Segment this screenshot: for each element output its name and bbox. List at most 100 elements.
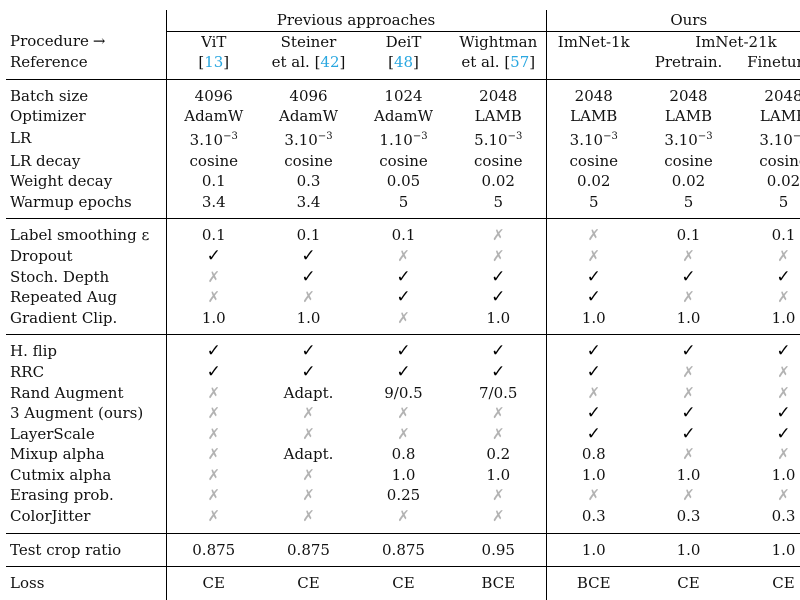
table-cell: 0.1 [736, 218, 800, 246]
col-header-finetune: Finetune. [747, 53, 800, 72]
row-label: Batch size [6, 78, 166, 107]
table-cell: AdamW [165, 106, 261, 127]
cross-icon: ✗ [545, 218, 641, 246]
table-cell: BCE [545, 566, 641, 600]
checkmark-icon: ✓ [491, 287, 506, 308]
row-label: LayerScale [10, 424, 95, 443]
table-cell: 0.875 [261, 532, 356, 567]
cross-icon: ✗ [777, 362, 790, 381]
cross-icon: ✗ [491, 246, 505, 265]
cross-icon: ✗ [397, 308, 410, 327]
table-cell: 2048 [736, 78, 800, 107]
citation-link-deit[interactable]: 48 [393, 53, 414, 72]
table-row: Warmup epochs 3.4 3.4 5 5 5 5 5 [6, 191, 800, 219]
row-label: Rand Augment [10, 383, 124, 402]
citation-link-vit[interactable]: 13 [204, 53, 224, 72]
table-cell: 3.4 [165, 191, 261, 219]
table-cell: 1.0 [676, 465, 701, 484]
col-header-pretrain: Pretrain. [654, 53, 723, 72]
table-cell: Adapt. [283, 383, 334, 402]
table-cell: CE [261, 566, 356, 600]
checkmark-icon: ✓ [681, 403, 696, 424]
table-cell: 1.0 [486, 465, 511, 484]
cross-icon: ✗ [491, 404, 505, 423]
exponent: −3 [317, 130, 333, 142]
row-label: Erasing prob. [10, 486, 114, 505]
table-row: Loss CE CE CE BCE BCE CE CE [6, 566, 800, 600]
exponent: −4 [792, 130, 800, 142]
cross-icon: ✗ [302, 507, 315, 526]
cross-icon: ✗ [777, 445, 790, 464]
table-cell: AdamW [278, 107, 339, 126]
citation-link-wightman[interactable]: 57 [510, 53, 530, 72]
row-label: Dropout [10, 246, 73, 265]
table-row: Gradient Clip. 1.0 1.0 ✗ 1.0 1.0 1.0 1.0 [6, 307, 800, 335]
cross-icon: ✗ [491, 424, 505, 443]
checkmark-icon: ✓ [545, 361, 641, 383]
table-cell: 0.02 [545, 171, 641, 192]
table-cell: cosine [474, 151, 523, 170]
table-cell: cosine [379, 151, 428, 170]
cross-icon: ✗ [777, 486, 790, 505]
cross-icon: ✗ [682, 445, 695, 464]
table-cell: 1.0 [486, 308, 511, 327]
cross-icon: ✗ [397, 507, 410, 526]
checkmark-icon: ✓ [261, 334, 356, 362]
table-cell: cosine [284, 151, 333, 170]
table-row: 3 Augment (ours) ✗ ✗ ✗ ✗ ✓ ✓ ✓ [6, 403, 800, 424]
reference-header-row: Reference [13] et al. [42] [48] et al. [… [6, 52, 800, 80]
table-cell: 0.8 [545, 444, 641, 465]
table-row: Optimizer AdamW AdamW AdamW LAMB LAMB LAMB LAMB [6, 106, 800, 127]
table-cell: 5 [493, 192, 504, 211]
table-cell: 1.0 [676, 308, 701, 327]
cross-icon: ✗ [451, 218, 546, 246]
checkmark-icon: ✓ [545, 423, 641, 445]
checkmark-icon: ✓ [736, 334, 800, 362]
row-label: Weight decay [10, 172, 113, 191]
table-cell: 0.2 [486, 445, 511, 464]
table-cell: 3.4 [296, 192, 321, 211]
procedure-label-cell: Procedure → [6, 31, 166, 52]
table-row: Repeated Aug ✗ ✗ ✓ ✓ ✓ ✗ ✗ [6, 287, 800, 308]
table-cell: 1.0 [545, 532, 641, 567]
table-cell: 0.95 [451, 532, 546, 567]
table-cell: 5 [545, 191, 641, 219]
exponent: −3 [507, 130, 523, 142]
cross-icon: ✗ [165, 506, 261, 534]
citation-link-steiner[interactable]: 42 [320, 53, 340, 72]
table-cell: 7/0.5 [479, 383, 518, 402]
checkmark-icon: ✓ [776, 266, 791, 287]
table-row: Weight decay 0.1 0.3 0.05 0.02 0.02 0.02 0.02 [6, 171, 800, 192]
col-header-imnet1k: ImNet-1k [545, 31, 641, 53]
table-cell: 0.02 [766, 172, 800, 191]
cross-icon: ✗ [491, 507, 505, 526]
table-cell: 9/0.5 [384, 383, 423, 402]
exponent: −3 [223, 130, 238, 142]
checkmark-icon: ✓ [776, 403, 791, 424]
row-label: ColorJitter [10, 507, 91, 526]
checkmark-icon: ✓ [491, 266, 506, 287]
cross-icon: ✗ [302, 404, 315, 423]
table-cell: 1.0 [391, 465, 416, 484]
right-arrow-icon: → [92, 32, 106, 51]
table-row: LR decay cosine cosine cosine cosine cosine co… [6, 150, 800, 172]
cross-icon: ✗ [302, 288, 315, 307]
group-ours: Ours [545, 10, 800, 32]
row-label: Cutmix alpha [10, 465, 112, 484]
row-label: Warmup epochs [10, 192, 132, 211]
row-label: Gradient Clip. [10, 308, 118, 327]
cross-icon: ✗ [545, 245, 641, 267]
table-cell: cosine [664, 151, 713, 170]
checkmark-icon: ✓ [396, 361, 411, 382]
table-row: Batch size 4096 4096 1024 2048 2048 2048 2048 [6, 78, 800, 107]
row-label: Stoch. Depth [10, 267, 110, 286]
ref-steiner: et al. [42] [271, 53, 346, 72]
table-cell: 0.1 [356, 218, 451, 246]
row-label: 3 Augment (ours) [10, 404, 144, 423]
checkmark-icon: ✓ [491, 361, 506, 382]
table-cell: 4096 [165, 78, 261, 107]
table-cell: 0.3 [545, 506, 641, 534]
cross-icon: ✗ [165, 485, 261, 507]
table-cell: 5.10−3 [474, 130, 523, 149]
table-cell: cosine [165, 150, 261, 172]
